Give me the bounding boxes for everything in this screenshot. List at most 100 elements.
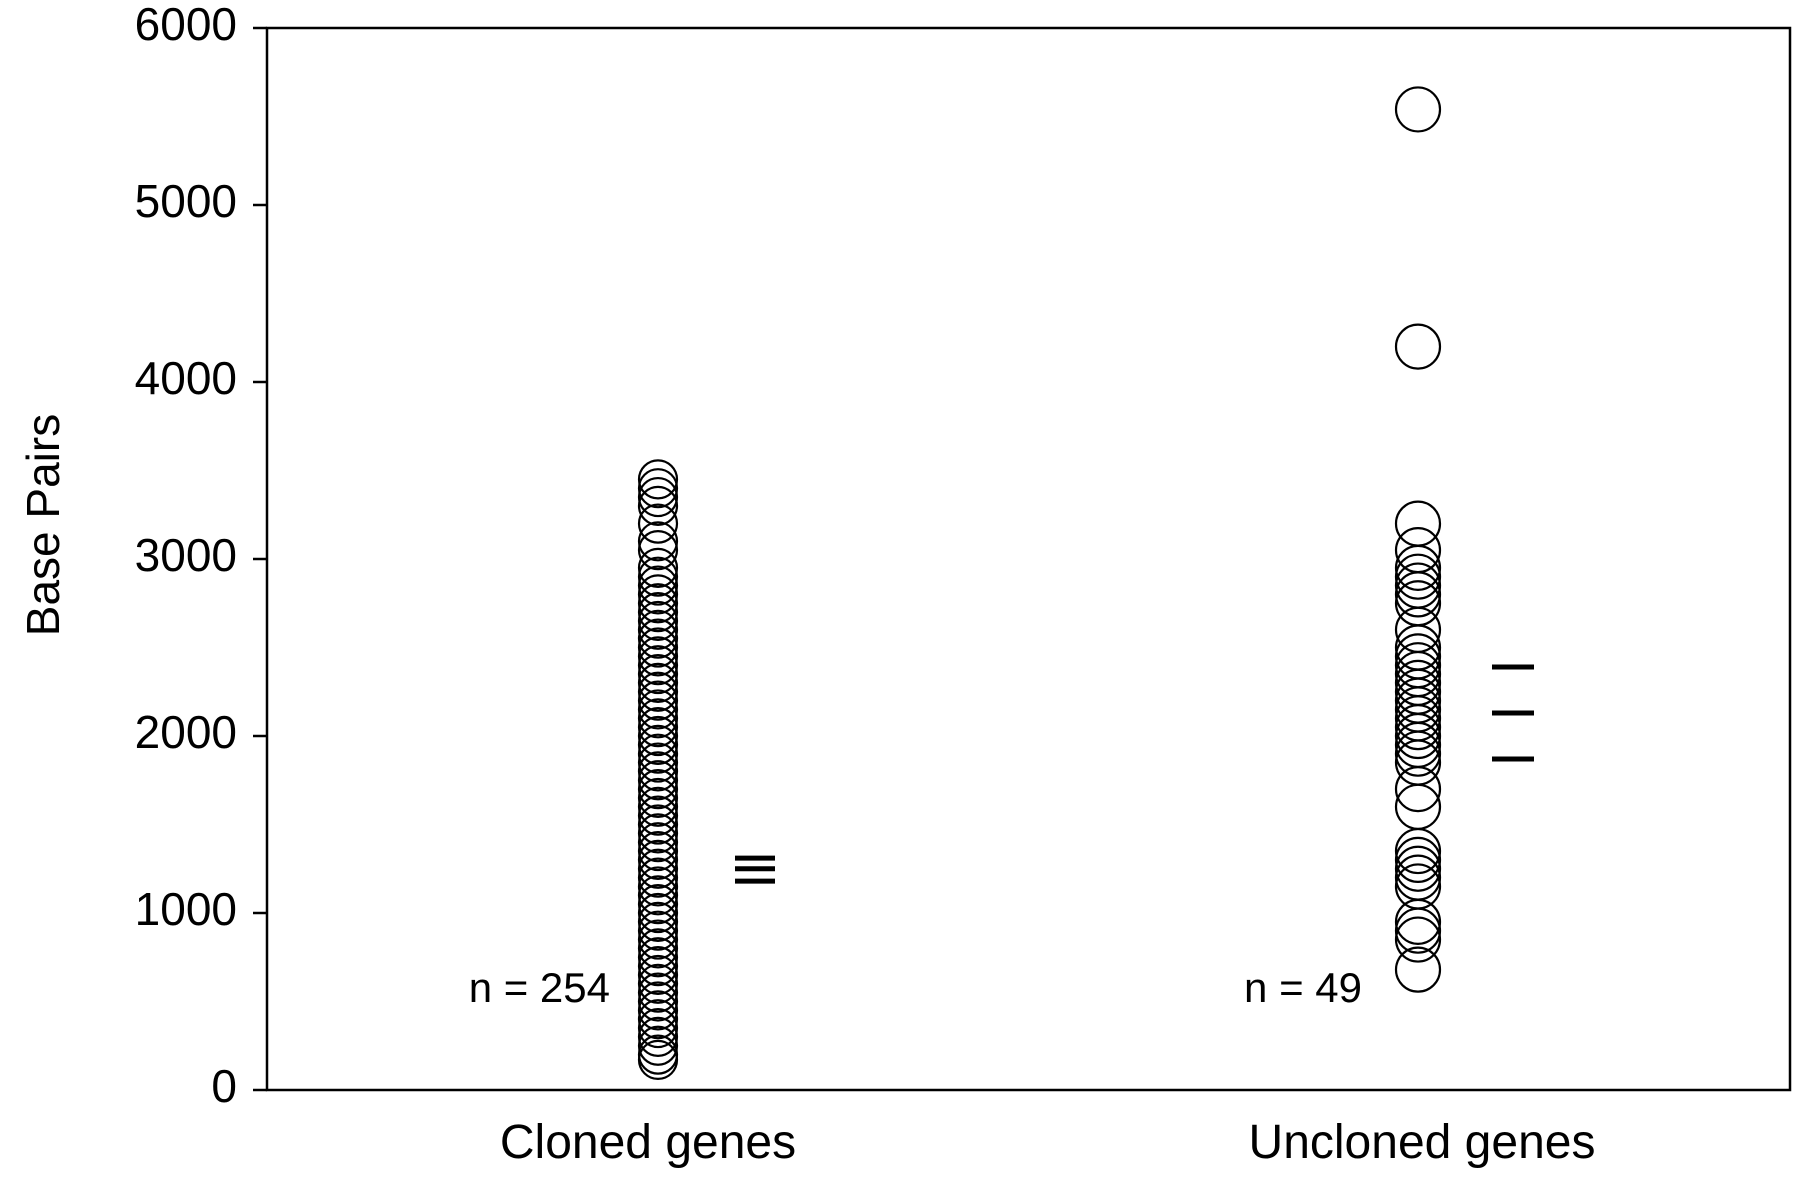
- data-point: [1394, 527, 1442, 574]
- data-point: [637, 707, 679, 748]
- y-axis: 0 1000 2000 3000 4000 5000 6000: [135, 0, 267, 1112]
- data-point: [1394, 571, 1442, 618]
- x-category-label: Uncloned genes: [1249, 1116, 1596, 1169]
- data-point: [637, 715, 679, 757]
- y-tick-label: 6000: [135, 0, 237, 50]
- data-point: [637, 636, 679, 677]
- data-point: [1394, 695, 1442, 742]
- data-point: [637, 742, 679, 783]
- data-point: [637, 733, 679, 774]
- data-point: [637, 1039, 679, 1081]
- y-tick-label: 2000: [135, 706, 237, 758]
- data-point: [637, 530, 679, 571]
- data-point: [1394, 946, 1442, 993]
- data-point: [637, 591, 679, 633]
- data-point: [637, 521, 679, 562]
- data-point: [637, 972, 679, 1013]
- data-point: [637, 963, 679, 1004]
- data-point: [637, 786, 679, 827]
- data-point: [1394, 854, 1442, 901]
- data-point: [637, 990, 679, 1031]
- data-point: [637, 981, 679, 1022]
- data-point: [1394, 553, 1442, 600]
- data-point: [637, 760, 679, 801]
- data-point: [1394, 827, 1442, 875]
- data-point: [637, 662, 679, 704]
- data-point: [1394, 898, 1442, 945]
- data-point: [1394, 323, 1442, 370]
- data-point: [1394, 650, 1442, 698]
- data-point: [637, 857, 679, 898]
- data-point: [637, 574, 679, 615]
- data-point: [637, 1025, 679, 1066]
- data-point: [1394, 606, 1442, 653]
- data-point: [637, 813, 679, 854]
- data-point: [637, 724, 679, 765]
- data-point: [1394, 642, 1442, 689]
- data-point: [637, 565, 679, 606]
- data-point: [637, 627, 679, 668]
- data-point: [1394, 633, 1442, 680]
- sample-size-label: n = 49: [1244, 964, 1362, 1011]
- data-point: [1394, 704, 1442, 751]
- y-tick-label: 3000: [135, 529, 237, 581]
- data-point: [1394, 863, 1442, 910]
- data-point: [1394, 668, 1442, 715]
- data-point: [637, 503, 679, 544]
- data-point: [637, 954, 679, 996]
- data-point: [637, 600, 679, 642]
- data-point: [637, 884, 679, 925]
- y-tick-label: 0: [211, 1060, 237, 1112]
- data-point: [637, 875, 679, 916]
- data-point: [637, 751, 679, 792]
- data-point: [1394, 562, 1442, 609]
- data-point: [637, 609, 679, 650]
- data-point: [1394, 580, 1442, 627]
- data-point: [1394, 907, 1442, 954]
- data-point: [637, 583, 679, 624]
- data-point: [637, 892, 679, 934]
- data-point: [1394, 544, 1442, 591]
- data-point: [637, 901, 679, 942]
- data-points: [637, 86, 1442, 1081]
- data-point: [1394, 500, 1442, 547]
- data-point: [637, 1016, 679, 1058]
- data-point: [637, 645, 679, 686]
- data-point: [637, 468, 679, 509]
- data-point: [1394, 86, 1442, 133]
- data-point: [1394, 721, 1442, 768]
- y-tick-label: 4000: [135, 352, 237, 404]
- plot-frame: [265, 26, 1792, 1092]
- data-point: [637, 928, 679, 969]
- x-category-label: Cloned genes: [500, 1116, 796, 1169]
- data-point: [1394, 624, 1442, 671]
- data-point: [637, 839, 679, 881]
- data-point: [637, 830, 679, 872]
- data-point: [1394, 836, 1442, 884]
- data-point: [637, 804, 679, 845]
- data-point: [1394, 677, 1442, 724]
- data-point: [637, 919, 679, 960]
- y-tick-label: 5000: [135, 175, 237, 227]
- data-point: [637, 768, 679, 810]
- y-axis-title: Base Pairs: [17, 414, 69, 636]
- data-point: [1394, 739, 1442, 786]
- data-point: [637, 653, 679, 695]
- data-point: [637, 1007, 679, 1049]
- data-point: [637, 459, 679, 500]
- data-point: [637, 822, 679, 863]
- data-point: [637, 547, 679, 588]
- data-point: [1394, 730, 1442, 777]
- data-point: [1394, 686, 1442, 733]
- data-point: [637, 848, 679, 889]
- data-point: [637, 945, 679, 987]
- data-point: [637, 556, 679, 597]
- data-point: [1394, 765, 1442, 813]
- data-point: [637, 689, 679, 730]
- data-point: [637, 866, 679, 907]
- data-point: [1394, 659, 1442, 707]
- x-axis: Cloned genes Uncloned genes: [500, 1116, 1596, 1169]
- data-point: [1394, 845, 1442, 892]
